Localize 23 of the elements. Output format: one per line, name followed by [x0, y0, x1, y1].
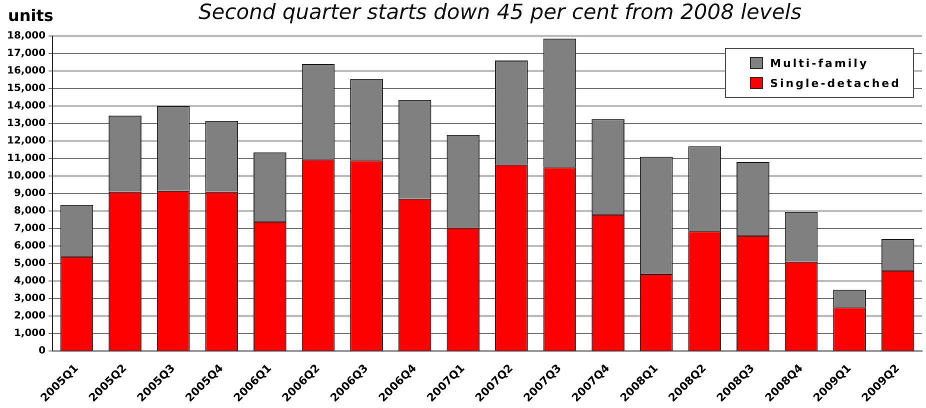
y-tick-label: 11,000 — [6, 153, 46, 164]
legend-label: Multi-family — [770, 56, 869, 70]
y-tick-label: 8,000 — [14, 206, 46, 217]
y-axis-title: units — [8, 6, 54, 25]
y-tick-label: 12,000 — [6, 136, 46, 147]
y-tick-label: 16,000 — [6, 66, 46, 77]
y-tick-label: 17,000 — [6, 48, 46, 60]
y-tick-label: 14,000 — [6, 100, 46, 112]
y-tick-label: 18,000 — [6, 30, 46, 42]
y-tick-label: 15,000 — [6, 83, 46, 94]
y-tick-label: 5,000 — [14, 258, 46, 270]
chart-title: Second quarter starts down 45 per cent from 2008 levels — [197, 0, 803, 24]
y-tick-label: 0 — [38, 346, 46, 357]
y-tick-label: 1,000 — [14, 328, 46, 340]
y-tick-label: 7,000 — [14, 223, 46, 234]
y-tick-label: 6,000 — [14, 240, 46, 252]
y-tick-label: 9,000 — [14, 188, 46, 200]
legend-label: Single-detached — [770, 76, 901, 90]
y-tick-label: 13,000 — [6, 118, 46, 130]
y-tick-label: 10,000 — [6, 170, 46, 182]
y-tick-label: 4,000 — [14, 276, 46, 287]
y-tick-label: 2,000 — [14, 310, 46, 322]
y-tick-label: 3,000 — [14, 293, 46, 304]
